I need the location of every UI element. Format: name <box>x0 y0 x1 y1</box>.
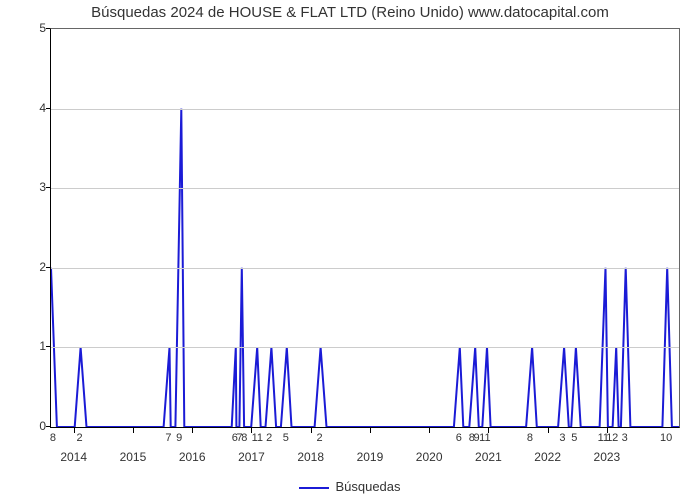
y-tick-label: 0 <box>30 419 46 433</box>
legend-label: Búsquedas <box>335 479 400 494</box>
y-tick-label: 5 <box>30 21 46 35</box>
chart-container: Búsquedas 2024 de HOUSE & FLAT LTD (Rein… <box>0 0 700 500</box>
x-year-label: 2018 <box>297 450 324 464</box>
x-value-label: 6 <box>456 432 462 444</box>
x-value-label: 11 <box>252 432 263 444</box>
x-year-label: 2017 <box>238 450 265 464</box>
gridline-h <box>51 347 679 348</box>
x-year-tick <box>370 428 371 433</box>
x-year-tick <box>429 428 430 433</box>
x-year-tick <box>548 428 549 433</box>
x-value-label: 10 <box>660 432 672 444</box>
y-tick-mark <box>46 187 50 188</box>
x-value-label: 8 <box>50 432 56 444</box>
x-value-label: 3 <box>622 432 628 444</box>
y-tick-label: 2 <box>30 260 46 274</box>
x-year-label: 2022 <box>534 450 561 464</box>
legend-swatch <box>299 487 329 489</box>
gridline-h <box>51 109 679 110</box>
gridline-h <box>51 268 679 269</box>
x-year-tick <box>311 428 312 433</box>
plot-area <box>50 28 680 428</box>
x-value-label: 3 <box>559 432 565 444</box>
x-value-label: 7 <box>165 432 171 444</box>
y-tick-mark <box>46 346 50 347</box>
legend: Búsquedas <box>0 479 700 494</box>
x-year-label: 2015 <box>120 450 147 464</box>
y-tick-label: 4 <box>30 101 46 115</box>
x-value-label: 5 <box>571 432 577 444</box>
x-year-tick <box>192 428 193 433</box>
y-tick-mark <box>46 28 50 29</box>
y-tick-mark <box>46 426 50 427</box>
x-year-tick <box>133 428 134 433</box>
y-tick-label: 3 <box>30 180 46 194</box>
x-value-label: 5 <box>283 432 289 444</box>
x-year-label: 2014 <box>60 450 87 464</box>
x-value-label: 8 <box>241 432 247 444</box>
x-value-label: 2 <box>612 432 618 444</box>
x-value-label: 8 <box>527 432 533 444</box>
x-year-label: 2016 <box>179 450 206 464</box>
gridline-h <box>51 188 679 189</box>
y-tick-label: 1 <box>30 339 46 353</box>
x-year-label: 2023 <box>594 450 621 464</box>
x-value-label: 2 <box>266 432 272 444</box>
x-year-tick <box>74 428 75 433</box>
x-year-label: 2019 <box>357 450 384 464</box>
chart-title: Búsquedas 2024 de HOUSE & FLAT LTD (Rein… <box>0 4 700 21</box>
y-tick-mark <box>46 108 50 109</box>
x-value-label: 11 <box>479 432 490 444</box>
x-year-label: 2021 <box>475 450 502 464</box>
x-value-label: 9 <box>176 432 182 444</box>
line-series <box>51 29 679 427</box>
x-value-label: 2 <box>317 432 323 444</box>
y-tick-mark <box>46 267 50 268</box>
x-value-label: 2 <box>77 432 83 444</box>
x-year-label: 2020 <box>416 450 443 464</box>
